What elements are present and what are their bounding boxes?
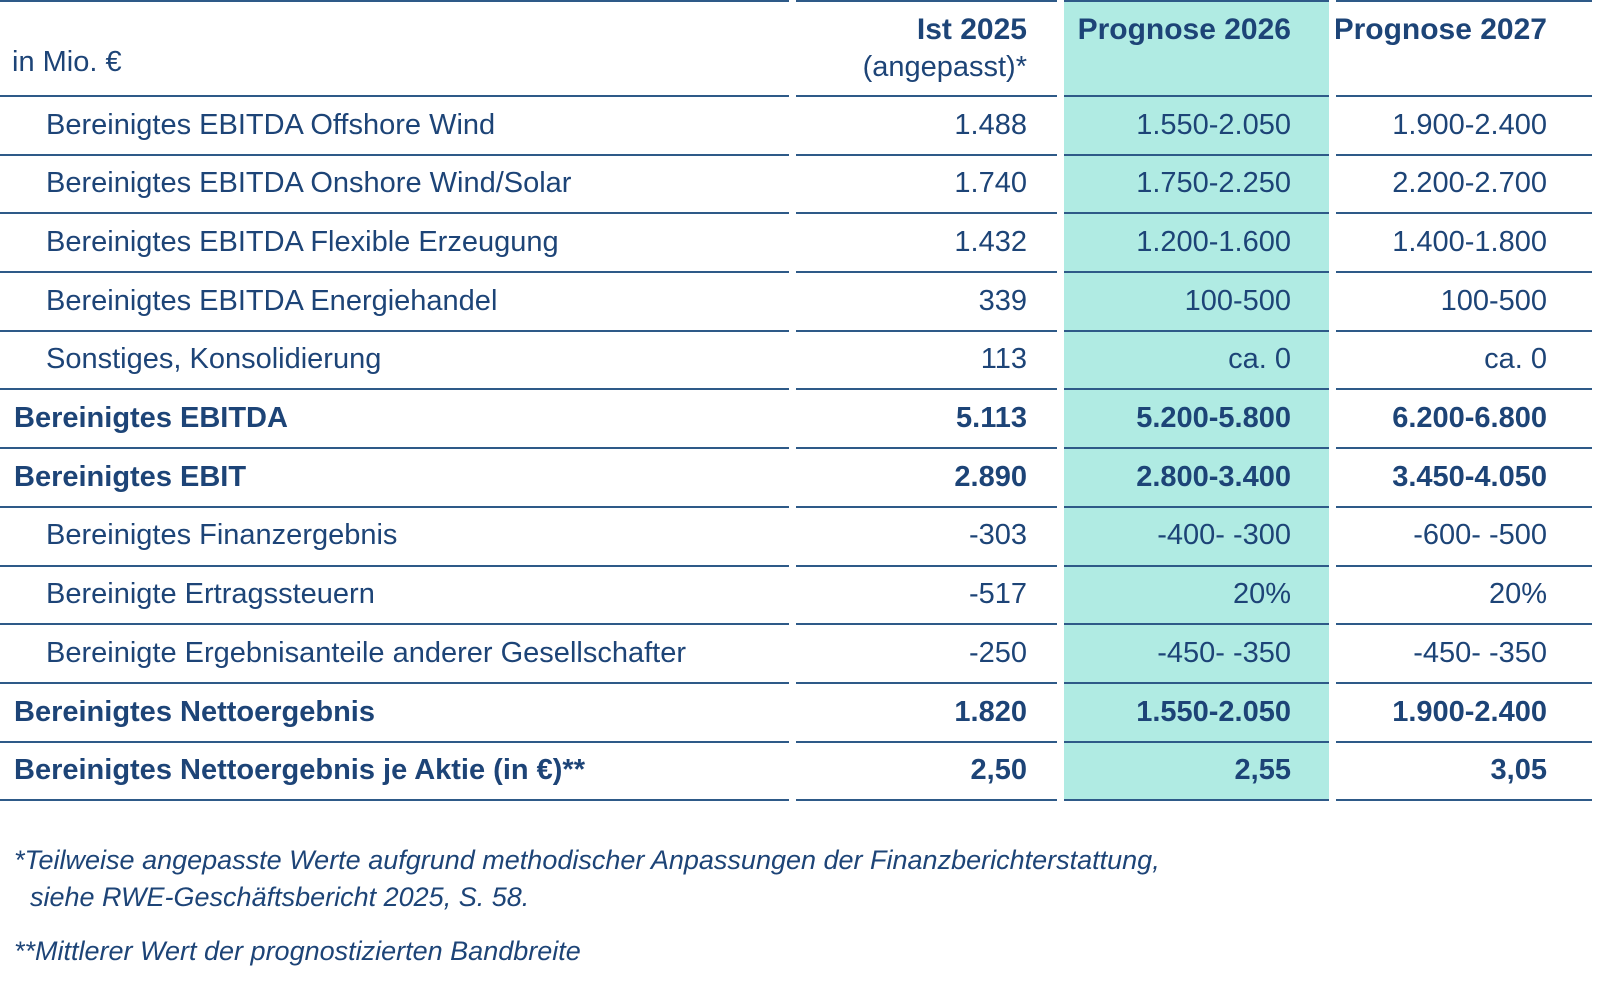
row-value-ist-2025: 2,50 [796,743,1057,802]
row-value-prognose-2026: 2,55 [1064,742,1329,802]
table-row-ebitda-offshore-wind: Bereinigtes EBITDA Offshore Wind 1.488 1… [0,97,1592,156]
column-header-prognose-2026-title: Prognose 2026 [1077,13,1291,46]
row-label: Bereinigtes EBITDA [0,390,789,450]
row-value-ist-2025: 5.113 [796,390,1057,450]
row-value-ist-2025: 1.740 [796,156,1057,215]
column-header-ist-2025-subtitle: (angepasst)* [862,51,1027,83]
table-header-row: in Mio. € Ist 2025 (angepasst)* Prognose… [0,0,1592,97]
row-label: Bereinigtes EBITDA Energiehandel [0,273,789,332]
column-header-prognose-2026: Prognose 2026 [1064,0,1329,97]
row-value-prognose-2027: 20% [1336,567,1592,626]
row-label: Sonstiges, Konsolidierung [0,332,789,391]
table-row-nettoergebnis-je-aktie: Bereinigtes Nettoergebnis je Aktie (in €… [0,742,1592,802]
row-value-prognose-2026: 1.550-2.050 [1064,683,1329,743]
row-value-prognose-2026: ca. 0 [1064,331,1329,391]
table-row-finanzergebnis: Bereinigtes Finanzergebnis -303 -400- -3… [0,507,1592,567]
row-label: Bereinigtes Nettoergebnis je Aktie (in €… [0,743,789,802]
column-header-ist-2025: Ist 2025 (angepasst)* [796,0,1057,97]
row-value-prognose-2027: 3,05 [1336,743,1592,802]
row-value-prognose-2026: 1.550-2.050 [1064,97,1329,156]
row-value-ist-2025: 339 [796,273,1057,332]
row-value-prognose-2027: 6.200-6.800 [1336,390,1592,450]
column-header-prognose-2027: Prognose 2027 [1336,0,1592,97]
column-header-prognose-2027-title: Prognose 2027 [1336,13,1547,46]
row-value-prognose-2027: 100-500 [1336,273,1592,332]
table-row-bereinigtes-ebit-total: Bereinigtes EBIT 2.890 2.800-3.400 3.450… [0,449,1592,508]
column-header-ist-2025-title: Ist 2025 [916,13,1027,46]
row-value-prognose-2026: 5.200-5.800 [1064,390,1329,450]
row-label: Bereinigtes EBITDA Flexible Erzeugung [0,214,789,274]
row-value-prognose-2026: -450- -350 [1064,625,1329,684]
row-value-ist-2025: -303 [796,508,1057,567]
row-value-prognose-2026: 20% [1064,566,1329,626]
row-value-prognose-2027: 1.900-2.400 [1336,684,1592,743]
row-value-prognose-2026: 2.800-3.400 [1064,449,1329,508]
row-value-ist-2025: 1.820 [796,684,1057,743]
unit-label: in Mio. € [0,0,789,97]
row-value-prognose-2027: 1.400-1.800 [1336,214,1592,274]
row-value-ist-2025: 1.488 [796,97,1057,156]
row-label: Bereinigtes Finanzergebnis [0,508,789,567]
row-value-prognose-2026: -400- -300 [1064,507,1329,567]
row-value-ist-2025: 113 [796,332,1057,391]
row-value-ist-2025: 1.432 [796,214,1057,274]
row-label: Bereinigtes EBITDA Onshore Wind/Solar [0,156,789,215]
row-value-prognose-2026: 1.200-1.600 [1064,214,1329,274]
table-row-bereinigtes-ebitda-total: Bereinigtes EBITDA 5.113 5.200-5.800 6.2… [0,390,1592,450]
table-row-ebitda-onshore-wind-solar: Bereinigtes EBITDA Onshore Wind/Solar 1.… [0,155,1592,215]
footnote-adjusted-values-line2: siehe RWE-Geschäftsbericht 2025, S. 58. [30,882,530,913]
footnote-adjusted-values: *Teilweise angepasste Werte aufgrund met… [14,842,1600,916]
table-row-sonstiges-konsolidierung: Sonstiges, Konsolidierung 113 ca. 0 ca. … [0,331,1592,391]
table-row-ergebnisanteile-gesellschafter: Bereinigte Ergebnisanteile anderer Gesel… [0,625,1592,684]
table-row-ertragssteuern: Bereinigte Ertragssteuern -517 20% 20% [0,566,1592,626]
row-value-prognose-2027: -450- -350 [1336,625,1592,684]
row-value-ist-2025: -517 [796,567,1057,626]
row-value-prognose-2027: -600- -500 [1336,508,1592,567]
row-label: Bereinigtes EBITDA Offshore Wind [0,97,789,156]
financial-forecast-table: in Mio. € Ist 2025 (angepasst)* Prognose… [0,0,1592,802]
table-row-nettoergebnis-total: Bereinigtes Nettoergebnis 1.820 1.550-2.… [0,683,1592,743]
table-row-ebitda-energiehandel: Bereinigtes EBITDA Energiehandel 339 100… [0,273,1592,332]
row-value-ist-2025: -250 [796,625,1057,684]
row-label: Bereinigtes Nettoergebnis [0,684,789,743]
row-label: Bereinigte Ergebnisanteile anderer Gesel… [0,625,789,684]
row-value-prognose-2027: 3.450-4.050 [1336,449,1592,508]
row-value-prognose-2027: 2.200-2.700 [1336,156,1592,215]
footnote-midpoint-range: **Mittlerer Wert der prognostizierten Ba… [14,936,581,967]
table-row-ebitda-flexible-erzeugung: Bereinigtes EBITDA Flexible Erzeugung 1.… [0,214,1592,274]
row-value-ist-2025: 2.890 [796,449,1057,508]
footnotes: *Teilweise angepasste Werte aufgrund met… [14,842,1600,970]
row-value-prognose-2026: 1.750-2.250 [1064,155,1329,215]
row-value-prognose-2026: 100-500 [1064,273,1329,332]
row-label: Bereinigte Ertragssteuern [0,567,789,626]
row-value-prognose-2027: ca. 0 [1336,332,1592,391]
row-label: Bereinigtes EBIT [0,449,789,508]
footnote-adjusted-values-line1: *Teilweise angepasste Werte aufgrund met… [14,845,1160,876]
row-value-prognose-2027: 1.900-2.400 [1336,97,1592,156]
